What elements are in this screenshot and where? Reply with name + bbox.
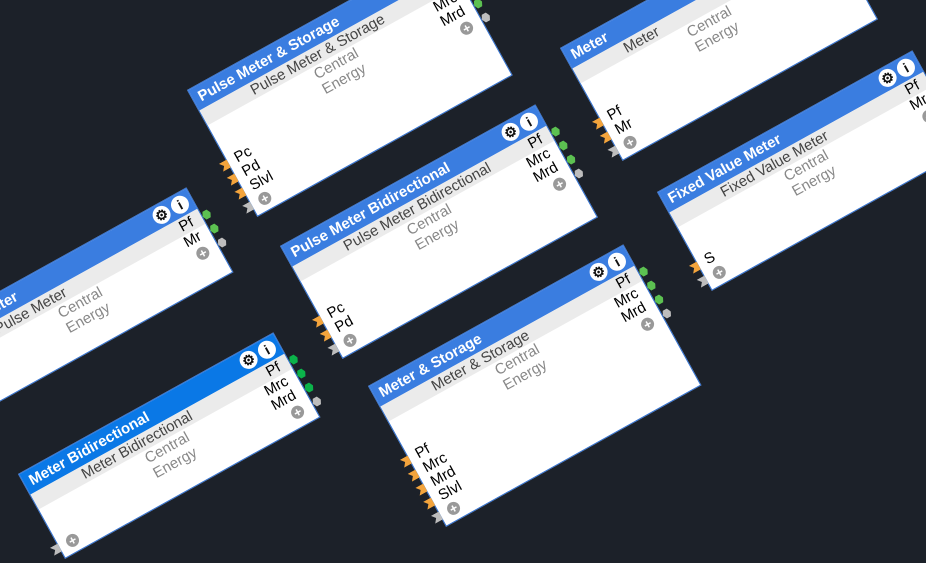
add-input-button[interactable]: + <box>710 263 729 282</box>
input-port-empty[interactable] <box>697 275 709 287</box>
add-input-button[interactable]: + <box>621 133 639 152</box>
input-port[interactable] <box>600 131 612 143</box>
input-port[interactable] <box>415 483 427 495</box>
input-port[interactable] <box>320 329 332 341</box>
input-list: Pf Mrc Mrd Slvl + <box>412 436 474 518</box>
add-input-button[interactable]: + <box>341 331 359 350</box>
add-input-button[interactable]: + <box>255 189 274 208</box>
node-subtitle: Meter Bidirectional <box>30 353 293 510</box>
input-port-empty[interactable] <box>327 343 339 355</box>
input-port[interactable] <box>408 469 420 481</box>
add-output-button[interactable]: + <box>288 403 307 422</box>
add-output-button[interactable]: + <box>638 315 657 334</box>
input-port-empty[interactable] <box>242 201 254 213</box>
input-list: Pf Mr + <box>604 102 643 152</box>
add-input-button[interactable]: + <box>444 499 463 518</box>
input-port-empty[interactable] <box>607 145 619 157</box>
output-port-empty[interactable] <box>311 395 323 407</box>
input-port[interactable] <box>227 173 239 185</box>
output-port-empty[interactable] <box>573 167 585 179</box>
input-port-empty[interactable] <box>50 543 62 555</box>
output-port-empty[interactable] <box>661 307 673 319</box>
input-port[interactable] <box>234 187 246 199</box>
input-port[interactable] <box>689 261 701 273</box>
input-port[interactable] <box>312 315 324 327</box>
add-input-button[interactable]: + <box>63 531 82 550</box>
input-list: S + <box>701 248 729 282</box>
output-port-empty[interactable] <box>480 11 492 23</box>
add-output-button[interactable]: + <box>550 175 569 194</box>
input-port[interactable] <box>400 455 412 467</box>
input-port-empty[interactable] <box>431 511 443 523</box>
input-port[interactable] <box>423 497 435 509</box>
input-port[interactable] <box>592 117 604 129</box>
input-list: Pc Pd + <box>324 299 364 350</box>
add-output-button[interactable]: + <box>457 19 476 38</box>
input-port[interactable] <box>219 159 231 171</box>
